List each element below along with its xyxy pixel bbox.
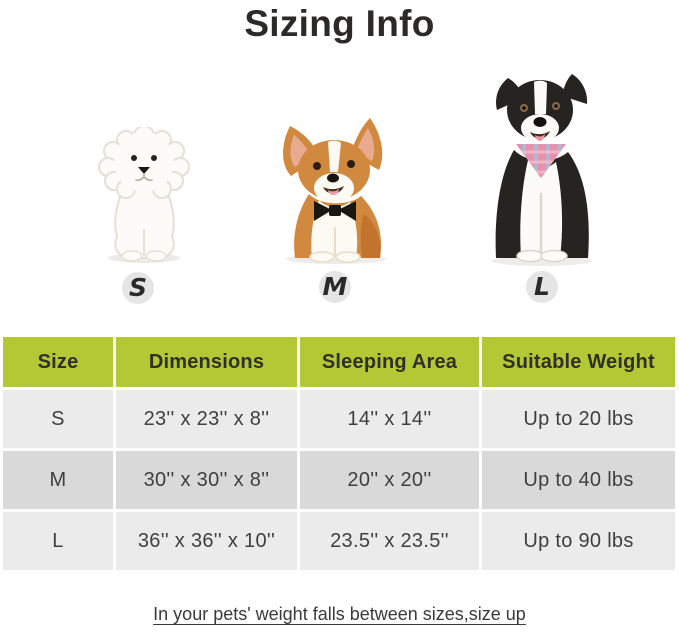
col-header-suitable-weight: Suitable Weight [482,337,675,387]
cell-size-l: L [3,512,113,570]
cell-dimensions-m: 30'' x 30'' x 8'' [116,451,297,509]
size-badge-label: L [534,271,550,301]
cell-size-s: S [3,390,113,448]
cell-suitable-weight-m: Up to 40 lbs [482,451,675,509]
col-header-size: Size [3,337,113,387]
cell-sleeping-area-m: 20'' x 20'' [300,451,479,509]
size-badge-small: S [122,272,154,304]
cell-suitable-weight-s: Up to 20 lbs [482,390,675,448]
cell-size-m: M [3,451,113,509]
medium-dog-image [264,110,406,264]
size-badge-large: L [526,271,558,303]
cell-dimensions-l: 36'' x 36'' x 10'' [116,512,297,570]
size-badge-label: M [322,271,348,301]
bichon-frise-icon [98,127,190,263]
cell-sleeping-area-l: 23.5'' x 23.5'' [300,512,479,570]
bow-tie-icon [314,201,356,221]
size-badge-label: S [128,272,147,302]
cell-sleeping-area-s: 14'' x 14'' [300,390,479,448]
corgi-icon [283,118,386,264]
page-title: Sizing Info [244,3,435,44]
border-collie-icon [492,74,592,266]
size-badge-medium: M [319,271,351,303]
small-dog-image [92,127,197,263]
col-header-dimensions: Dimensions [116,337,297,387]
cell-suitable-weight-l: Up to 90 lbs [482,512,675,570]
col-header-sleeping-area: Sleeping Area [300,337,479,387]
cell-dimensions-s: 23'' x 23'' x 8'' [116,390,297,448]
large-dog-image [474,66,610,266]
footer-note: In your pets' weight falls between sizes… [153,604,526,624]
sizing-table: Size Dimensions Sleeping Area Suitable W… [3,337,675,570]
